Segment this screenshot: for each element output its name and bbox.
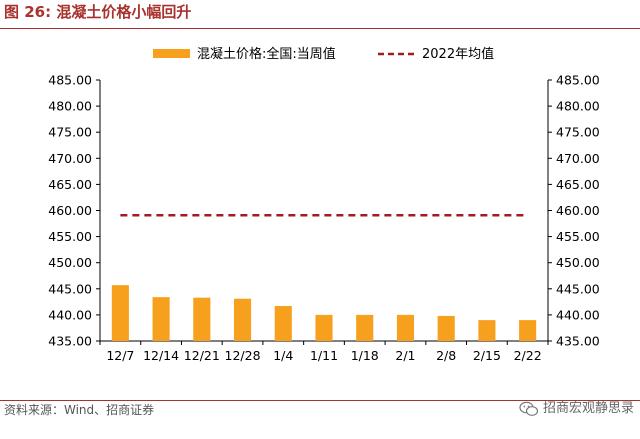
right-y-tick-label: 465.00 — [556, 177, 600, 192]
left-y-tick-label: 450.00 — [48, 255, 92, 270]
right-y-axis-ticks: 435.00 440.00 445.00 450.00 455.00 460.00 465.… — [548, 73, 600, 349]
legend-line-label: 2022年均值 — [422, 46, 494, 62]
right-y-tick-label: 450.00 — [556, 255, 600, 270]
right-y-tick-label: 440.00 — [556, 307, 600, 322]
x-tick-label: 2/15 — [473, 348, 501, 363]
bar — [478, 320, 496, 341]
left-y-tick-label: 435.00 — [48, 334, 92, 349]
figure-title: 图 26: 混凝土价格小幅回升 — [4, 2, 191, 22]
left-y-tick-label: 480.00 — [48, 99, 92, 114]
left-y-tick-label: 485.00 — [48, 73, 92, 88]
bar — [396, 314, 415, 341]
x-tick-label: 1/18 — [351, 348, 379, 363]
left-y-tick-label: 460.00 — [48, 203, 92, 218]
x-tick-label: 1/11 — [310, 348, 338, 363]
right-y-tick-label: 475.00 — [556, 125, 600, 140]
figure-title-text: 混凝土价格小幅回升 — [56, 3, 192, 21]
bar — [233, 298, 252, 341]
left-y-tick-label: 440.00 — [48, 307, 92, 322]
x-tick-label: 1/4 — [273, 348, 293, 363]
bar — [193, 297, 211, 341]
x-tick-label: 12/21 — [184, 348, 220, 363]
bar — [437, 315, 455, 341]
bar — [356, 314, 374, 341]
x-tick-label: 2/22 — [514, 348, 542, 363]
bar — [315, 314, 333, 341]
right-y-tick-label: 435.00 — [556, 334, 600, 349]
x-axis-ticks: 12/7 12/14 12/21 12/28 1/4 1/11 1/18 2/1 2/8 2/15… — [99, 341, 549, 363]
bar — [111, 285, 129, 341]
x-tick-label: 12/7 — [106, 348, 134, 363]
figure-label: 图 26: — [4, 3, 52, 21]
right-y-tick-label: 485.00 — [556, 73, 600, 88]
left-y-tick-label: 470.00 — [48, 151, 92, 166]
right-y-tick-label: 445.00 — [556, 281, 600, 296]
x-tick-label: 12/14 — [143, 348, 179, 363]
x-tick-label: 12/28 — [225, 348, 261, 363]
legend-bar-label: 混凝土价格:全国:当周值 — [197, 46, 336, 62]
x-tick-label: 2/8 — [436, 348, 456, 363]
left-y-tick-label: 455.00 — [48, 229, 92, 244]
bar — [519, 320, 537, 341]
legend-bar-swatch — [153, 49, 190, 58]
right-y-tick-label: 455.00 — [556, 229, 600, 244]
right-y-tick-label: 480.00 — [556, 99, 600, 114]
right-y-tick-label: 460.00 — [556, 203, 600, 218]
left-y-axis-ticks: 435.00 440.00 445.00 450.00 455.00 460.00 465.… — [48, 73, 100, 349]
left-y-tick-label: 475.00 — [48, 125, 92, 140]
source-note: 资料来源：Wind、招商证券 — [4, 403, 155, 417]
left-y-tick-label: 445.00 — [48, 281, 92, 296]
right-y-tick-label: 470.00 — [556, 151, 600, 166]
left-y-tick-label: 465.00 — [48, 177, 92, 192]
chart-legend: 混凝土价格:全国:当周值 2022年均值 — [153, 46, 494, 62]
chart: 混凝土价格:全国:当周值 2022年均值 435.00440.00445.004… — [48, 46, 600, 363]
source-rule — [0, 400, 640, 401]
x-tick-label: 2/1 — [395, 348, 415, 363]
bar — [152, 297, 170, 341]
wechat-icon — [519, 401, 539, 416]
title-rule — [0, 28, 640, 29]
bar-series — [111, 285, 537, 341]
watermark-text: 招商宏观静思录 — [542, 401, 634, 416]
bar — [274, 306, 292, 341]
watermark: 招商宏观静思录 — [519, 400, 634, 418]
